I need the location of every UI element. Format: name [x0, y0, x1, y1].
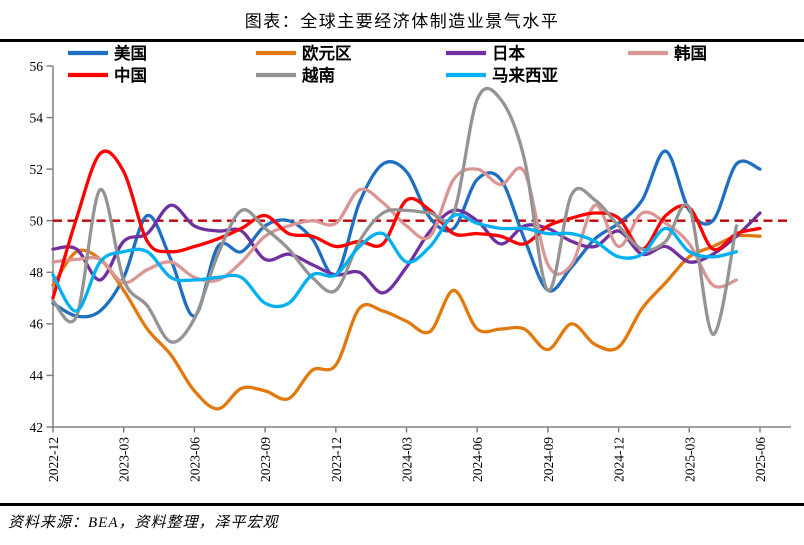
legend-item-eurozone: 欧元区 [256, 43, 352, 63]
legend-label-vietnam: 越南 [301, 65, 335, 85]
y-axis-tick-label: 42 [30, 420, 44, 435]
bottom-divider [0, 503, 804, 506]
series-line-eurozone [51, 233, 762, 411]
x-axis-tick-label: 2023-09 [258, 437, 273, 482]
legend-item-vietnam: 越南 [256, 65, 335, 85]
y-axis-tick-label: 54 [30, 110, 44, 125]
legend-item-malaysia: 马来西亚 [446, 65, 559, 85]
x-axis-tick-label: 2024-09 [541, 437, 556, 482]
series-line-vietnam [51, 86, 739, 344]
x-axis-tick-label: 2024-06 [470, 437, 485, 482]
x-axis-tick-label: 2023-12 [329, 437, 344, 482]
x-axis-tick-label: 2024-03 [400, 437, 415, 482]
x-axis-tick-label: 2025-03 [682, 437, 697, 482]
x-axis-tick-label: 2024-12 [612, 437, 627, 482]
source-note: 资料来源：BEA，资料整理，泽平宏观 [8, 515, 279, 531]
chart-title: 图表：全球主要经济体制造业景气水平 [244, 12, 560, 31]
legend-label-malaysia: 马来西亚 [492, 65, 559, 85]
x-axis-tick-label: 2023-06 [187, 437, 202, 482]
legend-item-japan: 日本 [446, 43, 526, 63]
legend-label-eurozone: 欧元区 [302, 43, 352, 63]
legend-label-korea: 韩国 [674, 43, 707, 63]
x-axis-tick-label: 2022-12 [46, 437, 61, 482]
legend-label-japan: 日本 [492, 43, 526, 63]
y-axis-tick-label: 48 [30, 265, 44, 280]
x-axis-tick-label: 2025-06 [753, 437, 768, 482]
y-axis-tick-label: 56 [30, 59, 44, 74]
legend-item-china: 中国 [68, 65, 147, 85]
y-axis-tick-label: 52 [30, 162, 44, 177]
series-line-korea [51, 166, 739, 289]
top-divider [0, 39, 804, 42]
legend-label-china: 中国 [114, 65, 147, 85]
x-axis-tick-label: 2023-03 [117, 437, 132, 482]
legend-label-us: 美国 [114, 43, 147, 63]
series-line-us [51, 149, 762, 319]
y-axis-tick-label: 46 [30, 317, 44, 332]
series-line-malaysia [51, 213, 739, 313]
y-axis-tick-label: 44 [30, 368, 44, 383]
y-axis-tick-label: 50 [30, 214, 44, 229]
legend-item-us: 美国 [68, 43, 147, 63]
legend-item-korea: 韩国 [628, 43, 707, 63]
